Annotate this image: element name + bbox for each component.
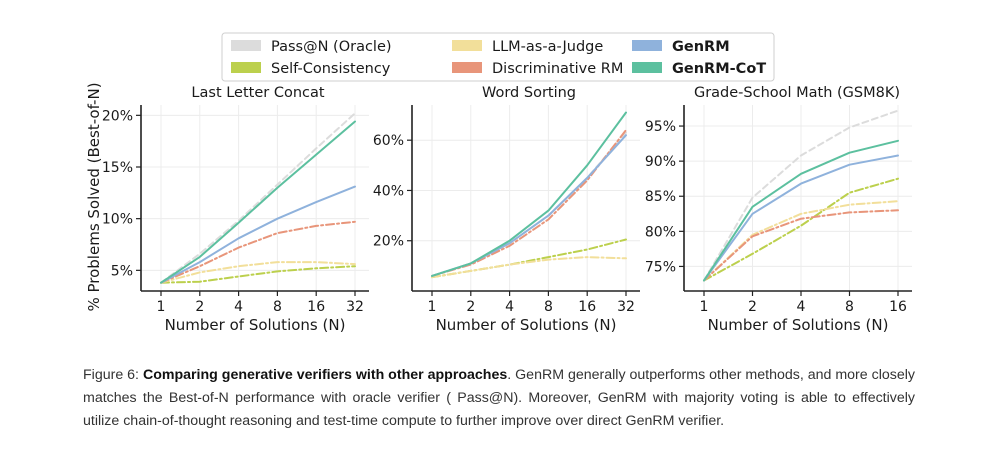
x-tick-label: 16 (307, 299, 325, 315)
x-tick-label: 8 (845, 299, 854, 315)
legend-swatch (452, 62, 482, 73)
y-tick-label: 20% (102, 108, 133, 124)
y-tick-label: 80% (645, 224, 676, 240)
y-tick-label: 90% (645, 154, 676, 170)
x-tick-label: 4 (505, 299, 514, 315)
x-tick-label: 8 (273, 299, 282, 315)
figure-svg: Pass@N (Oracle) Self-Consistency LLM-as-a-… (85, 32, 912, 334)
series-line (160, 112, 356, 284)
series-line (160, 220, 356, 284)
legend-label: GenRM (672, 39, 730, 55)
x-tick-label: 1 (428, 299, 437, 315)
series-line (703, 177, 899, 282)
legend-label: GenRM-CoT (672, 61, 766, 77)
chart-panel: 5% 10% 15% 20% 1 2 4 8 16 32 Last Letter Concat Num… (102, 85, 369, 334)
series-line (703, 154, 899, 282)
chart-title: Last Letter Concat (191, 85, 324, 101)
y-tick-label: 60% (373, 133, 404, 149)
y-tick-label: 5% (111, 263, 133, 279)
x-axis-label: Number of Solutions (N) (165, 316, 346, 334)
series-line (160, 265, 356, 284)
x-tick-label: 4 (234, 299, 243, 315)
x-tick-label: 32 (617, 299, 635, 315)
caption-body: . GenRM generally outperforms other meth… (83, 367, 915, 429)
chart-panels: 5% 10% 15% 20% 1 2 4 8 16 32 Last Letter Concat Num… (102, 85, 912, 334)
y-axis-label: % Problems Solved (Best-of-N) (85, 82, 103, 311)
x-tick-label: 2 (466, 299, 475, 315)
legend-label: Discriminative RM (492, 61, 623, 77)
y-tick-label: 85% (645, 189, 676, 205)
x-axis-label: Number of Solutions (N) (708, 316, 889, 334)
x-tick-label: 8 (544, 299, 553, 315)
y-tick-label: 20% (373, 234, 404, 250)
series-line (703, 139, 899, 282)
chart-title: Word Sorting (482, 85, 576, 101)
y-tick-label: 10% (102, 212, 133, 228)
x-tick-label: 2 (748, 299, 757, 315)
legend-swatch (632, 40, 662, 51)
x-axis-label: Number of Solutions (N) (436, 316, 617, 334)
legend-swatch (231, 40, 261, 51)
series-line (703, 109, 899, 282)
x-tick-label: 4 (797, 299, 806, 315)
series-line (431, 111, 627, 277)
legend: Pass@N (Oracle) Self-Consistency LLM-as-a-… (221, 32, 775, 82)
y-tick-label: 95% (645, 119, 676, 135)
legend-label: LLM-as-a-Judge (492, 39, 603, 55)
legend-swatch (632, 62, 662, 73)
chart-panel: 20% 40% 60% 1 2 4 8 16 32 Word Sorting Number of S… (373, 85, 640, 334)
x-tick-label: 32 (346, 299, 364, 315)
series-line (431, 256, 627, 279)
x-tick-label: 1 (157, 299, 166, 315)
series-line (431, 134, 627, 277)
x-tick-label: 2 (195, 299, 204, 315)
series-line (431, 131, 627, 277)
x-tick-label: 16 (578, 299, 596, 315)
caption-bold-title: Comparing generative verifiers with othe… (142, 367, 508, 383)
x-tick-label: 16 (889, 299, 907, 315)
legend-swatch (452, 40, 482, 51)
series-line (160, 120, 356, 284)
legend-swatch (231, 62, 261, 73)
chart-title: Grade-School Math (GSM8K) (694, 85, 900, 101)
y-tick-label: 40% (373, 183, 404, 199)
caption-figure-label: Figure 6: (83, 367, 139, 383)
y-tick-label: 15% (102, 160, 133, 176)
legend-label: Self-Consistency (271, 61, 391, 77)
chart-panel: 75% 80% 85% 90% 95% 1 2 4 8 16 Grade-School Math (… (645, 85, 912, 334)
series-line (160, 185, 356, 284)
y-tick-label: 75% (645, 259, 676, 275)
series-line (703, 209, 899, 282)
x-tick-label: 1 (700, 299, 709, 315)
series-line (160, 261, 356, 284)
figure-caption: Figure 6: Comparing generative verifiers… (83, 364, 915, 433)
legend-label: Pass@N (Oracle) (271, 39, 392, 55)
